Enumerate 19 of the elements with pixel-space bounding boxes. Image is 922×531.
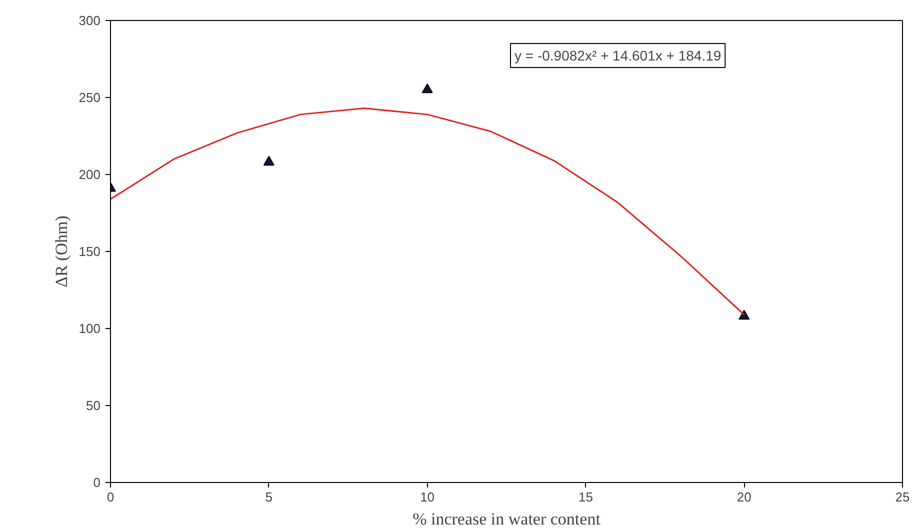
- y-tick-label: 300: [78, 13, 101, 28]
- y-tick-label: 0: [93, 475, 101, 490]
- y-tick-label: 100: [78, 321, 101, 336]
- annotation: y = -0.9082x² + 14.601x + 184.19: [514, 48, 722, 64]
- y-tick-label: 150: [78, 244, 101, 259]
- y-tick-label: 250: [78, 90, 101, 105]
- y-axis-title: ΔR (Ohm): [52, 216, 71, 288]
- x-tick-label: 0: [106, 490, 114, 504]
- x-tick-label: 15: [578, 490, 593, 504]
- y-tick-label: 200: [78, 167, 101, 182]
- x-tick-label: 25: [895, 490, 910, 504]
- x-tick-label: 20: [736, 490, 752, 504]
- point: [422, 84, 433, 94]
- point: [738, 310, 750, 320]
- point: [263, 156, 274, 166]
- x-tick-label: 10: [420, 490, 435, 504]
- y-tick-label: 50: [86, 398, 101, 413]
- x-axis-title: % increase in water content: [412, 510, 601, 528]
- x-tick-label: 5: [265, 490, 273, 504]
